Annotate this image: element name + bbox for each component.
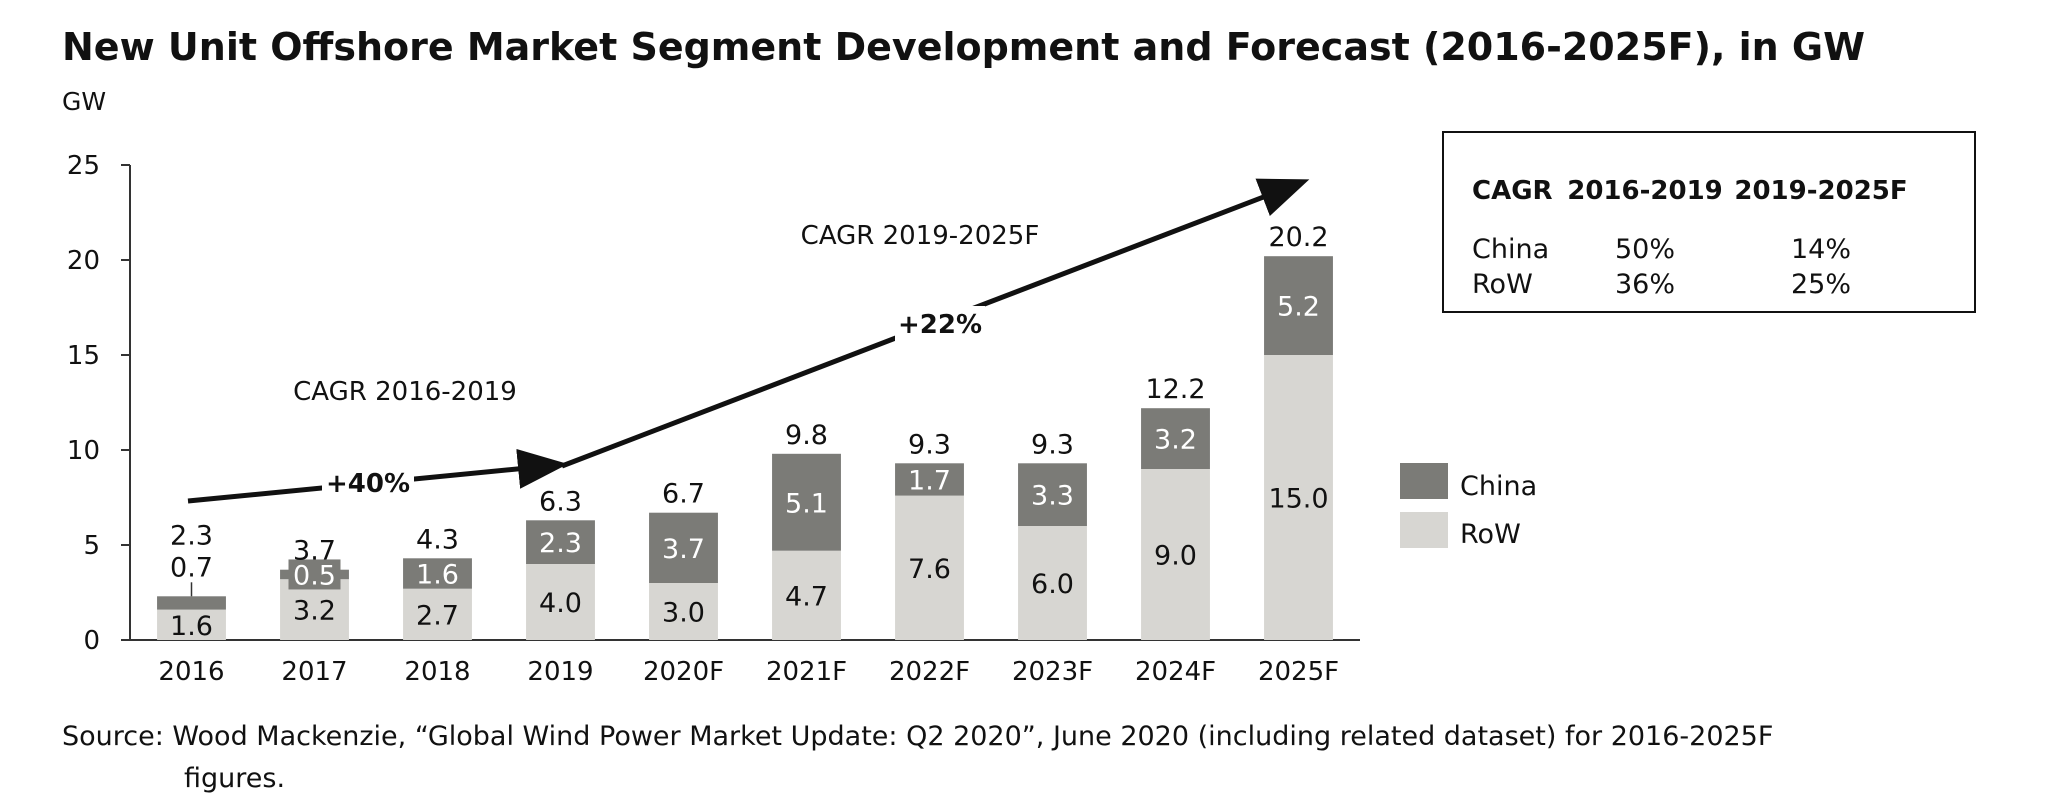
total-value-label: 12.2 xyxy=(1145,374,1205,405)
total-value-label: 3.7 xyxy=(293,536,336,567)
bar-row-2020F xyxy=(649,583,718,640)
row-value-label: 15.0 xyxy=(1268,484,1328,515)
row-value-label: 2.7 xyxy=(416,600,459,631)
bar-row-2021F xyxy=(772,550,841,640)
china-value-label: 2.3 xyxy=(539,528,582,559)
bar-china-2022F xyxy=(895,463,964,496)
bars: 1.60.72.33.20.53.72.71.64.34.02.36.33.03… xyxy=(157,222,1333,642)
legend-swatch-china xyxy=(1400,463,1448,499)
x-tick-label: 2019 xyxy=(527,657,593,687)
x-tick-label: 2025F xyxy=(1258,657,1339,687)
china-value-label: 3.2 xyxy=(1154,425,1197,456)
cagr-table-row-label: China xyxy=(1472,234,1549,265)
total-value-label: 6.3 xyxy=(539,486,582,517)
bar-row-2023F xyxy=(1018,526,1087,640)
cagr-value-bg xyxy=(895,306,985,342)
china-value-label: 3.7 xyxy=(662,534,705,565)
x-tick-label: 2024F xyxy=(1135,657,1216,687)
cagr-table-header-2016-2019: 2016-2019 xyxy=(1567,176,1723,206)
cagr-table-cell: 14% xyxy=(1791,234,1851,265)
y-tick-label: 5 xyxy=(83,531,100,561)
bar-row-2024F xyxy=(1141,469,1210,640)
cagr-value-bg xyxy=(322,466,414,500)
cagr-2019-2025-value: +22% xyxy=(898,310,982,340)
bar-row-2025F xyxy=(1264,355,1333,640)
china-value-label: 1.6 xyxy=(416,560,459,591)
y-tick-label: 25 xyxy=(67,151,100,181)
source-line-2: figures. xyxy=(184,763,285,794)
x-tick-label: 2016 xyxy=(158,657,224,687)
legend-label-china: China xyxy=(1460,471,1537,502)
total-value-label: 20.2 xyxy=(1268,222,1328,253)
row-value-label: 4.7 xyxy=(785,581,828,612)
row-value-label: 9.0 xyxy=(1154,541,1197,572)
cagr-table-cell: 36% xyxy=(1615,269,1675,300)
bar-china-2023F xyxy=(1018,463,1087,526)
y-ticks: 0 5 10 15 20 25 xyxy=(67,151,130,656)
bar-row-2019 xyxy=(526,564,595,640)
cagr-table: CAGR 2016-2019 2019-2025F China 50% 14% … xyxy=(1442,131,1976,313)
china-label-box xyxy=(288,559,341,590)
china-value-label: 5.1 xyxy=(785,488,828,519)
china-value-label: 0.7 xyxy=(170,552,213,583)
china-value-label: 1.7 xyxy=(908,465,951,496)
total-value-label: 9.3 xyxy=(1031,429,1074,460)
y-axis-unit: GW xyxy=(62,87,106,116)
cagr-table-border xyxy=(1442,131,1976,313)
y-tick-label: 20 xyxy=(67,246,100,276)
cagr-annotations: +40% CAGR 2016-2019 +22% CAGR 2019-2025F xyxy=(187,178,1310,504)
total-value-label: 2.3 xyxy=(170,520,213,551)
cagr-table-row-label: RoW xyxy=(1472,269,1533,300)
bar-china-2025F xyxy=(1264,256,1333,355)
row-value-label: 6.0 xyxy=(1031,569,1074,600)
x-tick-label: 2022F xyxy=(889,657,970,687)
cagr-table-header-cagr: CAGR xyxy=(1472,176,1553,206)
y-tick-label: 0 xyxy=(83,626,100,656)
bar-china-2020F xyxy=(649,512,718,583)
total-value-label: 9.8 xyxy=(785,420,828,451)
y-tick-label: 15 xyxy=(67,341,100,371)
x-tick-label: 2021F xyxy=(766,657,847,687)
row-value-label: 1.6 xyxy=(170,611,213,642)
x-tick-label: 2018 xyxy=(404,657,470,687)
china-value-label: 5.2 xyxy=(1277,292,1320,323)
x-ticks: 2016 2017 2018 2019 2020F 2021F 2022F 2023F 2024… xyxy=(158,657,1339,687)
total-value-label: 9.3 xyxy=(908,429,951,460)
row-value-label: 4.0 xyxy=(539,588,582,619)
cagr-2016-2019-label: CAGR 2016-2019 xyxy=(293,377,517,407)
cagr-2016-2019-value: +40% xyxy=(326,469,410,499)
cagr-table-header-2019-2025f: 2019-2025F xyxy=(1734,176,1907,206)
bar-china-2021F xyxy=(772,453,841,551)
x-tick-label: 2023F xyxy=(1012,657,1093,687)
china-value-label: 3.3 xyxy=(1031,481,1074,512)
source-line-1: Source: Wood Mackenzie, “Global Wind Pow… xyxy=(62,721,1773,752)
cagr-table-cell: 50% xyxy=(1615,234,1675,265)
row-value-label: 3.2 xyxy=(293,596,336,627)
cagr-2019-2025-label: CAGR 2019-2025F xyxy=(801,221,1040,251)
legend-label-row: RoW xyxy=(1460,519,1521,550)
cagr-table-cell: 25% xyxy=(1791,269,1851,300)
legend: China RoW xyxy=(1400,463,1537,550)
bar-china-2019 xyxy=(526,520,595,564)
row-value-label: 7.6 xyxy=(908,554,951,585)
bar-row-2022F xyxy=(895,495,964,640)
bar-china-2016 xyxy=(157,596,226,610)
legend-swatch-row xyxy=(1400,512,1448,548)
china-value-label: 0.5 xyxy=(293,560,336,591)
chart-title: New Unit Offshore Market Segment Develop… xyxy=(62,25,1865,69)
total-value-label: 4.3 xyxy=(416,524,459,555)
total-value-label: 6.7 xyxy=(662,479,705,510)
bar-row-2018 xyxy=(403,588,472,640)
y-tick-label: 10 xyxy=(67,436,100,466)
x-tick-label: 2020F xyxy=(643,657,724,687)
row-value-label: 3.0 xyxy=(662,598,705,629)
bar-row-2016 xyxy=(157,609,226,640)
x-tick-label: 2017 xyxy=(281,657,347,687)
bar-china-2018 xyxy=(403,558,472,589)
bar-china-2024F xyxy=(1141,408,1210,469)
